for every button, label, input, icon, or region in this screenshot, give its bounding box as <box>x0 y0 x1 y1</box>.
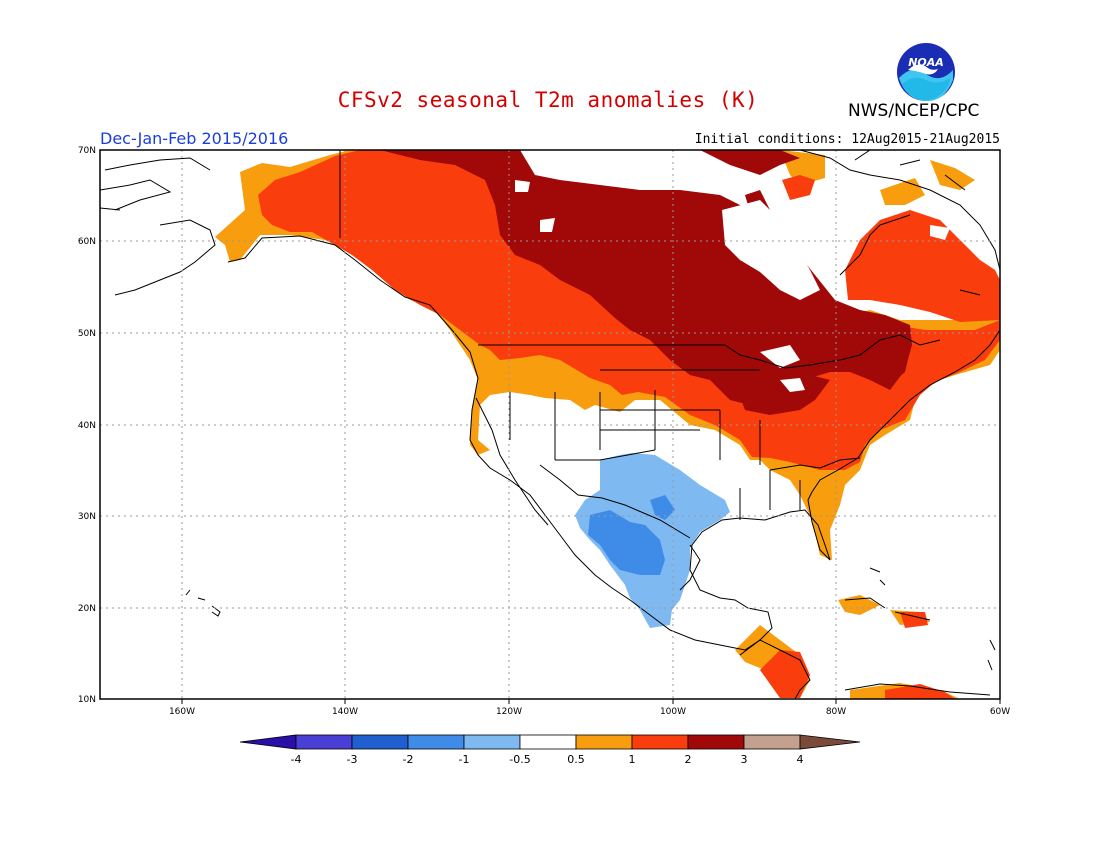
colorbar-label: 1 <box>629 753 636 766</box>
colorbar-label: 2 <box>685 753 692 766</box>
colorbar-label: -4 <box>291 753 302 766</box>
lat-tick-label: 60N <box>78 237 96 247</box>
colorbar-label: -3 <box>347 753 358 766</box>
colorbar-segment <box>351 734 409 750</box>
map-axes: 70N 60N 50N 40N 30N 20N 10N 160W 140W 12… <box>78 146 1010 717</box>
lon-tick-label: 60W <box>990 707 1010 717</box>
colorbar-segment-gt4 <box>799 734 861 750</box>
colorbar-segment <box>295 734 353 750</box>
colorbar-label: -2 <box>403 753 414 766</box>
colorbar-segment <box>743 734 801 750</box>
anomaly-region-neg2-neg1 <box>588 495 675 575</box>
noaa-logo: NOAA <box>897 43 955 102</box>
agency-label: NWS/NCEP/CPC <box>848 101 980 121</box>
colorbar-label: 0.5 <box>567 753 585 766</box>
lon-tick-label: 160W <box>169 707 195 717</box>
colorbar-label: 4 <box>797 753 804 766</box>
lon-tick-label: 80W <box>826 707 846 717</box>
chart-title: CFSv2 seasonal T2m anomalies (K) <box>337 88 759 112</box>
initial-conditions-label: Initial conditions: 12Aug2015-21Aug2015 <box>694 132 1000 147</box>
map-grid <box>100 150 1000 699</box>
coastlines-borders <box>100 150 1000 699</box>
colorbar-label: 3 <box>741 753 748 766</box>
lat-tick-label: 70N <box>78 146 96 156</box>
lakes <box>515 180 950 392</box>
colorbar-label: -1 <box>459 753 470 766</box>
lat-tick-label: 30N <box>78 512 96 522</box>
colorbar-label: -0.5 <box>509 753 530 766</box>
svg-text:NOAA: NOAA <box>908 56 944 69</box>
colorbar-segment-lt-neg4 <box>239 734 297 750</box>
lon-tick-label: 100W <box>660 707 686 717</box>
lat-tick-label: 10N <box>78 695 96 705</box>
map-frame <box>99 149 1001 700</box>
lat-tick-label: 40N <box>78 421 96 431</box>
colorbar-segment <box>519 734 577 750</box>
colorbar-segment <box>687 734 745 750</box>
colorbar-segment <box>463 734 521 750</box>
lat-tick-label: 50N <box>78 329 96 339</box>
lat-tick-label: 20N <box>78 604 96 614</box>
colorbar-segment <box>631 734 689 750</box>
lon-tick-label: 140W <box>332 707 358 717</box>
colorbar-segment <box>407 734 465 750</box>
colorbar-segment <box>575 734 633 750</box>
season-label: Dec-Jan-Feb 2015/2016 <box>100 129 289 148</box>
lon-tick-label: 120W <box>496 707 522 717</box>
